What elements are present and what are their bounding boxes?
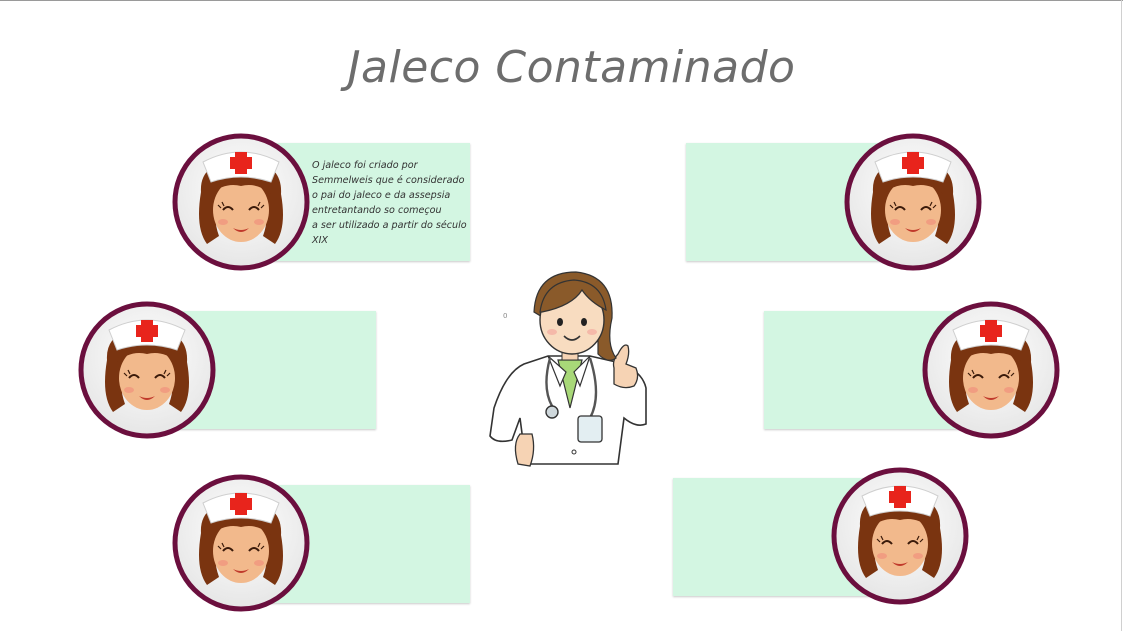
slide-title: Jaleco Contaminado <box>347 42 796 93</box>
stray-mark: 0 <box>503 312 508 320</box>
window-top-border <box>0 0 1123 1</box>
nurse-avatar-icon <box>830 466 970 606</box>
nurse-avatar-icon <box>921 300 1061 440</box>
nurse-avatar-icon <box>77 300 217 440</box>
doctor-thumbs-up-illustration <box>486 268 652 474</box>
window-right-border <box>1121 0 1122 631</box>
card-text-top-left: O jaleco foi criado por Semmelweis que é… <box>312 160 467 246</box>
nurse-avatar-icon <box>843 132 983 272</box>
nurse-avatar-icon <box>171 473 311 613</box>
nurse-avatar-icon <box>171 132 311 272</box>
